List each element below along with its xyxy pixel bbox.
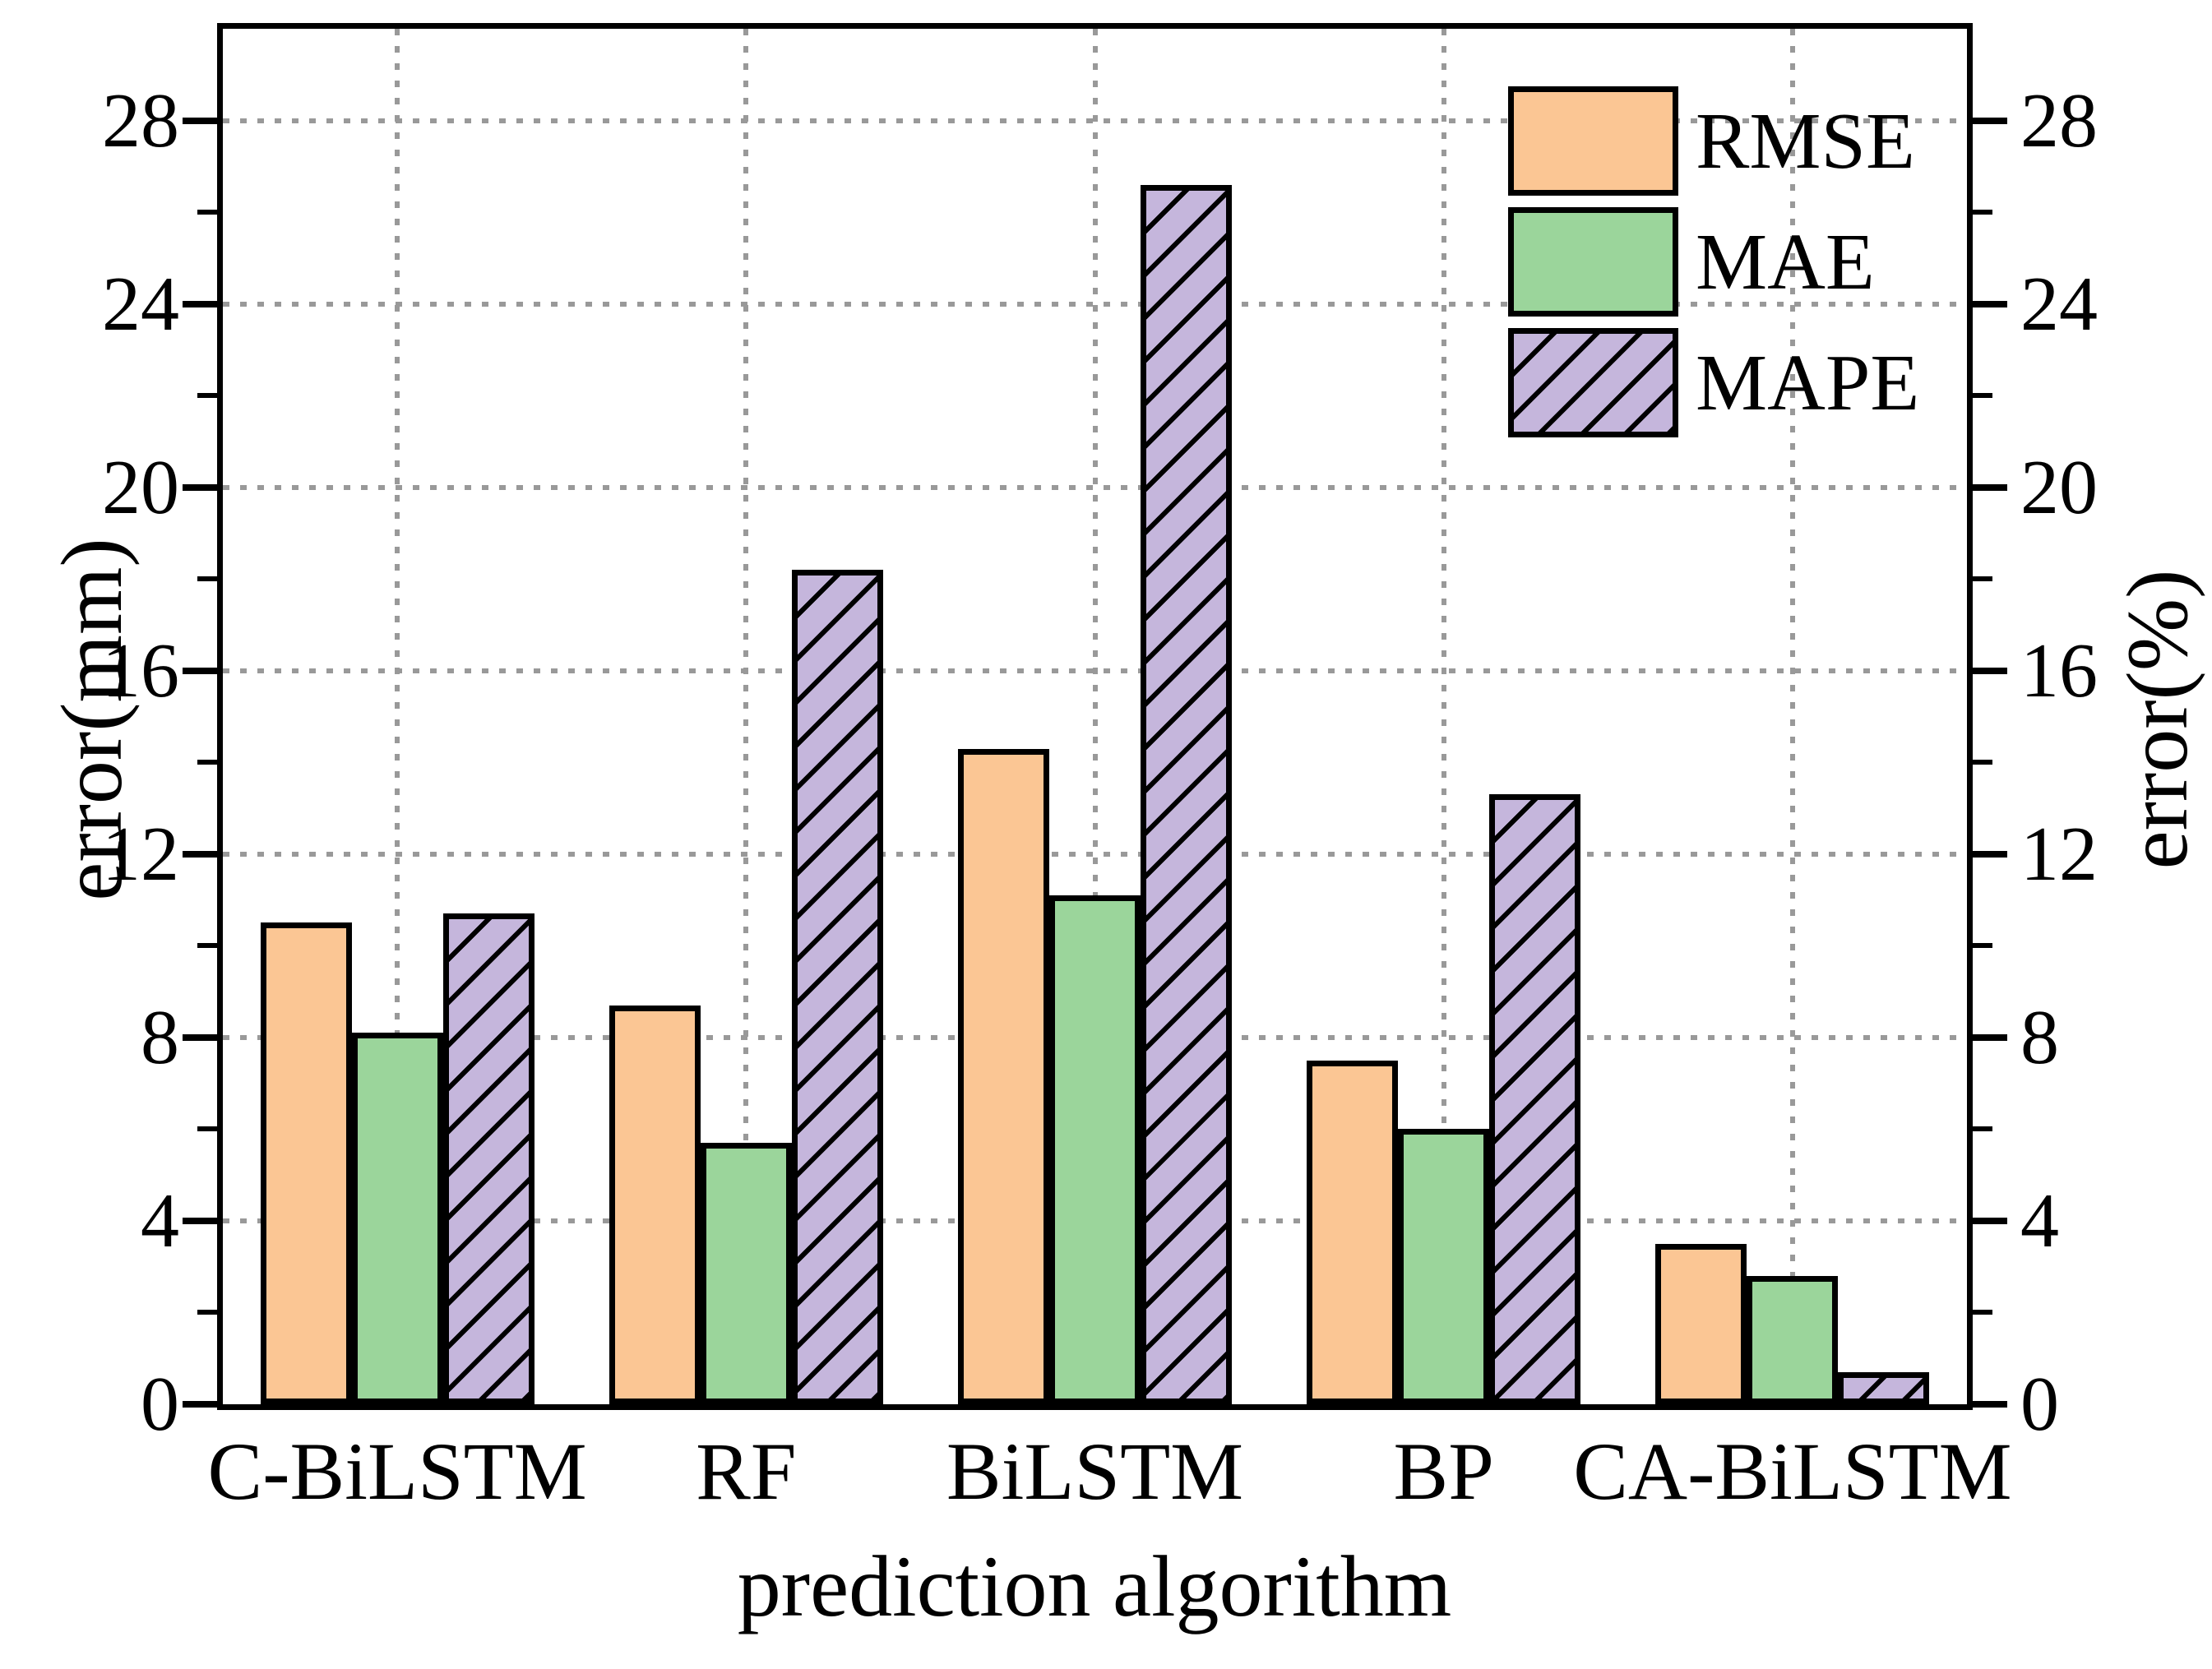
tick-label-right-8: 8 xyxy=(2020,994,2059,1080)
y-axis-title-right: error(%) xyxy=(2109,569,2205,870)
minor-tick-right-18 xyxy=(1973,576,1992,582)
category-label-bilstm: BiLSTM xyxy=(946,1426,1244,1517)
legend-swatch-mape xyxy=(1508,328,1678,437)
tick-label-right-16: 16 xyxy=(2020,627,2098,714)
minor-tick-right-22 xyxy=(1973,393,1992,399)
minor-tick-left-18 xyxy=(197,576,217,582)
major-tick-left-8 xyxy=(183,1033,217,1041)
legend-swatch-rmse xyxy=(1508,86,1678,196)
major-tick-left-24 xyxy=(183,300,217,307)
major-tick-right-20 xyxy=(1973,483,2007,491)
gridline-vertical-CA-BiLSTM xyxy=(1789,29,1795,1404)
tick-label-right-28: 28 xyxy=(2020,77,2098,164)
minor-tick-left-14 xyxy=(197,760,217,765)
minor-tick-left-10 xyxy=(197,943,217,949)
y-axis-title-left: error(mm) xyxy=(44,538,140,901)
tick-label-left-16: 16 xyxy=(102,627,179,714)
bar-rmse-rf xyxy=(609,1006,701,1404)
minor-tick-left-6 xyxy=(197,1126,217,1132)
bar-mae-ca-bilstm xyxy=(1747,1276,1839,1404)
bar-mae-rf xyxy=(700,1143,792,1404)
major-tick-right-0 xyxy=(1973,1401,2007,1408)
minor-tick-right-6 xyxy=(1973,1126,1992,1132)
tick-label-right-20: 20 xyxy=(2020,444,2098,530)
tick-label-right-4: 4 xyxy=(2020,1177,2059,1264)
minor-tick-left-22 xyxy=(197,393,217,399)
major-tick-left-12 xyxy=(183,850,217,858)
major-tick-left-4 xyxy=(183,1217,217,1224)
tick-label-right-12: 12 xyxy=(2020,811,2098,897)
tick-label-left-20: 20 xyxy=(102,444,179,530)
minor-tick-right-2 xyxy=(1973,1310,1992,1315)
bar-mape-ca-bilstm xyxy=(1838,1372,1930,1404)
major-tick-left-0 xyxy=(183,1401,217,1408)
major-tick-right-28 xyxy=(1973,117,2007,124)
bar-mape-rf xyxy=(791,570,883,1404)
major-tick-right-12 xyxy=(1973,850,2007,858)
bar-rmse-bilstm xyxy=(958,749,1049,1404)
bar-mape-c-bilstm xyxy=(442,913,534,1404)
gridline-vertical-BiLSTM xyxy=(1092,29,1098,1404)
gridline-vertical-C-BiLSTM xyxy=(395,29,400,1404)
major-tick-right-8 xyxy=(1973,1033,2007,1041)
tick-label-right-24: 24 xyxy=(2020,261,2098,347)
minor-tick-right-14 xyxy=(1973,760,1992,765)
tick-label-left-0: 0 xyxy=(141,1362,179,1447)
major-tick-right-16 xyxy=(1973,667,2007,674)
bar-mae-c-bilstm xyxy=(351,1033,443,1404)
legend-label-mae: MAE xyxy=(1696,217,1875,307)
legend-swatch-mae xyxy=(1508,207,1678,317)
category-label-c-bilstm: C-BiLSTM xyxy=(207,1426,587,1517)
tick-label-left-4: 4 xyxy=(141,1177,179,1264)
major-tick-left-20 xyxy=(183,483,217,491)
major-tick-right-24 xyxy=(1973,300,2007,307)
tick-label-right-0: 0 xyxy=(2020,1362,2059,1447)
bar-rmse-ca-bilstm xyxy=(1655,1244,1747,1404)
minor-tick-left-26 xyxy=(197,210,217,215)
bar-mae-bp xyxy=(1398,1129,1490,1404)
bar-mape-bilstm xyxy=(1141,185,1232,1404)
minor-tick-right-10 xyxy=(1973,943,1992,949)
plot-area: RMSE MAE MAPE xyxy=(217,23,1973,1410)
major-tick-left-28 xyxy=(183,117,217,124)
tick-label-left-8: 8 xyxy=(141,994,179,1080)
major-tick-right-4 xyxy=(1973,1217,2007,1224)
minor-tick-left-2 xyxy=(197,1310,217,1315)
minor-tick-right-26 xyxy=(1973,210,1992,215)
bar-mae-bilstm xyxy=(1049,895,1141,1404)
bar-rmse-c-bilstm xyxy=(260,922,352,1404)
gridline-vertical-BP xyxy=(1441,29,1446,1404)
x-axis-title: prediction algorithm xyxy=(737,1538,1452,1634)
category-label-rf: RF xyxy=(696,1426,797,1517)
tick-label-left-24: 24 xyxy=(102,261,179,347)
category-label-bp: BP xyxy=(1393,1426,1494,1517)
bar-mape-bp xyxy=(1489,794,1581,1404)
tick-label-left-12: 12 xyxy=(102,811,179,897)
category-label-ca-bilstm: CA-BiLSTM xyxy=(1573,1426,2012,1517)
bar-rmse-bp xyxy=(1307,1061,1399,1404)
legend-label-rmse: RMSE xyxy=(1696,96,1915,186)
legend-label-mape: MAPE xyxy=(1696,338,1920,428)
major-tick-left-16 xyxy=(183,667,217,674)
tick-label-left-28: 28 xyxy=(102,77,179,164)
plot-canvas: RMSE MAE MAPE xyxy=(223,29,1967,1404)
gridline-vertical-RF xyxy=(743,29,749,1404)
